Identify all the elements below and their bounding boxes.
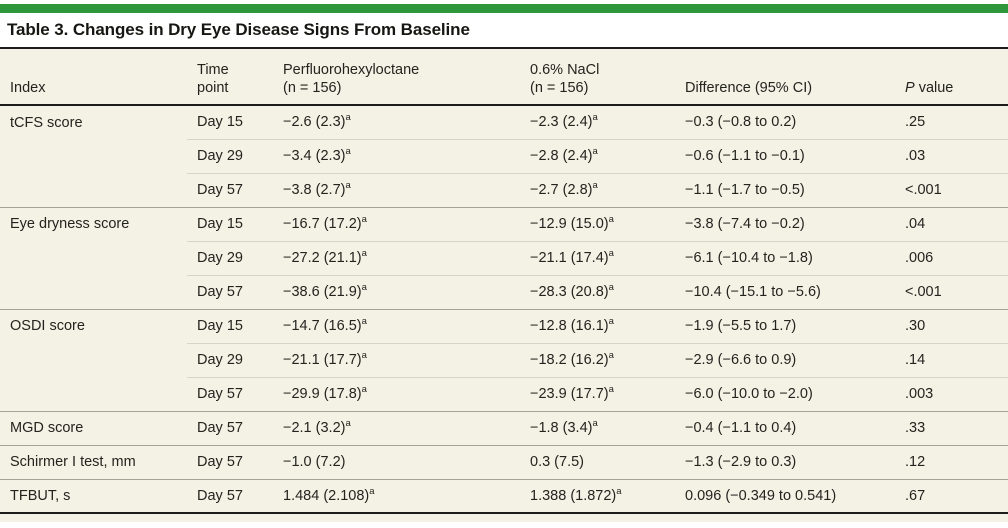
table-row: OSDI score Day 15 −14.7 (16.5)a −12.8 (16.1… — [0, 308, 1008, 343]
table-accent-bar — [0, 4, 1008, 13]
cell-nacl: −2.8 (2.4)a — [520, 138, 675, 173]
table-row: Day 57 −38.6 (21.9)a −28.3 (20.8)a −10.4 (−… — [0, 274, 1008, 309]
cell-p-value: .30 — [895, 308, 1008, 343]
table-row: Day 29 −21.1 (17.7)a −18.2 (16.2)a −2.9 (−6… — [0, 342, 1008, 377]
cell-nacl: −12.9 (15.0)a — [520, 206, 675, 241]
cell-nacl: −21.1 (17.4)a — [520, 240, 675, 275]
cell-time-point: Day 57 — [187, 376, 273, 411]
table-row: Day 29 −27.2 (21.1)a −21.1 (17.4)a −6.1 (−1… — [0, 240, 1008, 275]
cell-index: OSDI score — [0, 308, 187, 343]
cell-nacl: 0.3 (7.5) — [520, 444, 675, 479]
cell-index: tCFS score — [0, 104, 187, 139]
table-footer-strip — [0, 514, 1008, 522]
cell-p-value: .03 — [895, 138, 1008, 173]
cell-p-value: .006 — [895, 240, 1008, 275]
cell-p-value: .003 — [895, 376, 1008, 411]
table-row: Eye dryness score Day 15 −16.7 (17.2)a −12.… — [0, 206, 1008, 241]
table-row: Schirmer I test, mm Day 57 −1.0 (7.2) 0.3 (… — [0, 444, 1008, 479]
cell-p-value: <.001 — [895, 274, 1008, 309]
table-title: Table 3. Changes in Dry Eye Disease Sign… — [7, 20, 470, 39]
cell-difference: 0.096 (−0.349 to 0.541) — [675, 478, 895, 513]
cell-perfluorohexyloctane: −1.0 (7.2) — [273, 444, 520, 479]
cell-p-value: <.001 — [895, 172, 1008, 207]
cell-time-point: Day 15 — [187, 308, 273, 343]
cell-index — [0, 343, 187, 377]
dry-eye-disease-signs-table: Index Time point Perfluorohexyloctane (n = 1… — [0, 47, 1008, 514]
cell-perfluorohexyloctane: −21.1 (17.7)a — [273, 342, 520, 377]
cell-time-point: Day 57 — [187, 478, 273, 513]
cell-time-point: Day 15 — [187, 104, 273, 139]
cell-p-value: .33 — [895, 410, 1008, 445]
cell-p-value: .67 — [895, 478, 1008, 513]
cell-nacl: −1.8 (3.4)a — [520, 410, 675, 445]
table-row: MGD score Day 57 −2.1 (3.2)a −1.8 (3.4)a −0.… — [0, 410, 1008, 445]
cell-nacl: −2.7 (2.8)a — [520, 172, 675, 207]
cell-nacl: 1.388 (1.872)a — [520, 478, 675, 513]
table-body: tCFS score Day 15 −2.6 (2.3)a −2.3 (2.4)a −0… — [0, 104, 1008, 513]
table-header-row: Index Time point Perfluorohexyloctane (n = 1… — [0, 48, 1008, 106]
cell-perfluorohexyloctane: −14.7 (16.5)a — [273, 308, 520, 343]
page: { "colors": { "accent_green": "#2e973c",… — [0, 4, 1008, 528]
cell-perfluorohexyloctane: −3.4 (2.3)a — [273, 138, 520, 173]
table-row: TFBUT, s Day 57 1.484 (2.108)a 1.388 (1.872… — [0, 478, 1008, 513]
cell-time-point: Day 15 — [187, 206, 273, 241]
cell-difference: −1.9 (−5.5 to 1.7) — [675, 308, 895, 343]
cell-difference: −2.9 (−6.6 to 0.9) — [675, 342, 895, 377]
cell-index: Schirmer I test, mm — [0, 444, 187, 479]
cell-time-point: Day 29 — [187, 240, 273, 275]
col-header-perfluorohexyloctane: Perfluorohexyloctane (n = 156) — [273, 48, 520, 106]
table-row: Day 57 −29.9 (17.8)a −23.9 (17.7)a −6.0 (−1… — [0, 376, 1008, 411]
cell-time-point: Day 29 — [187, 342, 273, 377]
cell-nacl: −23.9 (17.7)a — [520, 376, 675, 411]
cell-perfluorohexyloctane: −38.6 (21.9)a — [273, 274, 520, 309]
cell-index: MGD score — [0, 410, 187, 445]
col-header-index: Index — [0, 48, 187, 106]
cell-index: TFBUT, s — [0, 478, 187, 513]
table-row: Day 57 −3.8 (2.7)a −2.7 (2.8)a −1.1 (−1.7 t… — [0, 172, 1008, 207]
col-header-p-value: P value — [895, 48, 1008, 106]
cell-nacl: −18.2 (16.2)a — [520, 342, 675, 377]
cell-index — [0, 173, 187, 207]
cell-difference: −0.3 (−0.8 to 0.2) — [675, 104, 895, 139]
cell-perfluorohexyloctane: −27.2 (21.1)a — [273, 240, 520, 275]
cell-time-point: Day 57 — [187, 410, 273, 445]
cell-nacl: −28.3 (20.8)a — [520, 274, 675, 309]
cell-difference: −0.6 (−1.1 to −0.1) — [675, 138, 895, 173]
cell-difference: −0.4 (−1.1 to 0.4) — [675, 410, 895, 445]
table-row: Day 29 −3.4 (2.3)a −2.8 (2.4)a −0.6 (−1.1 t… — [0, 138, 1008, 173]
col-header-time-point: Time point — [187, 48, 273, 106]
cell-index — [0, 275, 187, 309]
cell-perfluorohexyloctane: −3.8 (2.7)a — [273, 172, 520, 207]
table-row: tCFS score Day 15 −2.6 (2.3)a −2.3 (2.4)a −0… — [0, 104, 1008, 139]
cell-perfluorohexyloctane: −2.1 (3.2)a — [273, 410, 520, 445]
cell-perfluorohexyloctane: −16.7 (17.2)a — [273, 206, 520, 241]
cell-difference: −3.8 (−7.4 to −0.2) — [675, 206, 895, 241]
cell-index: Eye dryness score — [0, 206, 187, 241]
table-header: Index Time point Perfluorohexyloctane (n = 1… — [0, 48, 1008, 106]
cell-time-point: Day 57 — [187, 444, 273, 479]
cell-nacl: −12.8 (16.1)a — [520, 308, 675, 343]
cell-difference: −6.1 (−10.4 to −1.8) — [675, 240, 895, 275]
cell-p-value: .12 — [895, 444, 1008, 479]
col-header-difference: Difference (95% CI) — [675, 48, 895, 106]
cell-p-value: .14 — [895, 342, 1008, 377]
cell-difference: −6.0 (−10.0 to −2.0) — [675, 376, 895, 411]
cell-index — [0, 139, 187, 173]
cell-index — [0, 241, 187, 275]
cell-time-point: Day 57 — [187, 172, 273, 207]
cell-difference: −1.1 (−1.7 to −0.5) — [675, 172, 895, 207]
cell-difference: −10.4 (−15.1 to −5.6) — [675, 274, 895, 309]
cell-time-point: Day 29 — [187, 138, 273, 173]
cell-difference: −1.3 (−2.9 to 0.3) — [675, 444, 895, 479]
cell-perfluorohexyloctane: −29.9 (17.8)a — [273, 376, 520, 411]
cell-perfluorohexyloctane: −2.6 (2.3)a — [273, 104, 520, 139]
cell-index — [0, 377, 187, 411]
cell-nacl: −2.3 (2.4)a — [520, 104, 675, 139]
col-header-nacl: 0.6% NaCl (n = 156) — [520, 48, 675, 106]
cell-p-value: .04 — [895, 206, 1008, 241]
cell-p-value: .25 — [895, 104, 1008, 139]
cell-perfluorohexyloctane: 1.484 (2.108)a — [273, 478, 520, 513]
cell-time-point: Day 57 — [187, 274, 273, 309]
